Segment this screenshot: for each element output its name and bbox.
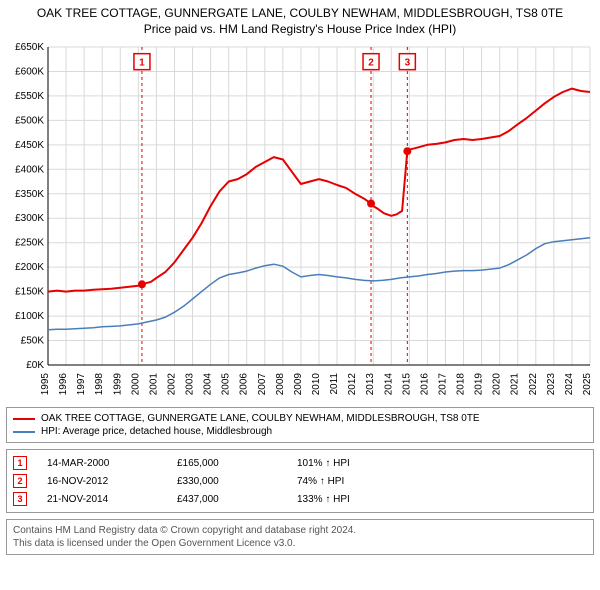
svg-text:2008: 2008 — [275, 373, 286, 396]
svg-text:2002: 2002 — [166, 373, 177, 396]
sale-badge: 1 — [13, 456, 27, 470]
svg-text:2017: 2017 — [437, 373, 448, 396]
svg-text:2010: 2010 — [311, 373, 322, 396]
svg-text:2012: 2012 — [347, 373, 358, 396]
footer-line2: This data is licensed under the Open Gov… — [13, 537, 587, 550]
svg-text:2021: 2021 — [510, 373, 521, 396]
svg-text:2005: 2005 — [221, 373, 232, 396]
svg-text:2016: 2016 — [419, 373, 430, 396]
svg-text:2019: 2019 — [474, 373, 485, 396]
svg-text:£200K: £200K — [15, 262, 44, 273]
svg-text:1997: 1997 — [76, 373, 87, 396]
svg-text:1: 1 — [139, 58, 145, 69]
svg-text:1998: 1998 — [94, 373, 105, 396]
footer-line1: Contains HM Land Registry data © Crown c… — [13, 524, 587, 537]
chart-svg: £0K £50K £100K £150K £200K £250K £300K £350K £40… — [6, 41, 594, 401]
svg-text:£400K: £400K — [15, 164, 44, 175]
sale-price: £165,000 — [177, 458, 297, 469]
title-line1: OAK TREE COTTAGE, GUNNERGATE LANE, COULB… — [6, 6, 594, 22]
sales-box: 1 14-MAR-2000£165,000101% ↑ HPI 2 16-NOV-20… — [6, 449, 594, 513]
svg-text:2003: 2003 — [185, 373, 196, 396]
svg-text:2009: 2009 — [293, 373, 304, 396]
title-line2: Price paid vs. HM Land Registry's House … — [6, 22, 594, 38]
svg-text:£150K: £150K — [15, 287, 44, 298]
svg-text:£650K: £650K — [15, 42, 44, 53]
svg-text:2014: 2014 — [383, 373, 394, 396]
svg-text:2020: 2020 — [492, 373, 503, 396]
sale-hpi: 101% ↑ HPI — [297, 458, 587, 469]
svg-text:2024: 2024 — [564, 373, 575, 396]
svg-text:£100K: £100K — [15, 311, 44, 322]
sale-price: £437,000 — [177, 494, 297, 505]
chart-area: £0K £50K £100K £150K £200K £250K £300K £350K £40… — [6, 41, 594, 401]
svg-text:£0K: £0K — [26, 360, 44, 371]
legend-box: OAK TREE COTTAGE, GUNNERGATE LANE, COULB… — [6, 407, 594, 443]
svg-text:2023: 2023 — [546, 373, 557, 396]
svg-text:1996: 1996 — [58, 373, 69, 396]
svg-text:£250K: £250K — [15, 238, 44, 249]
svg-text:3: 3 — [405, 58, 411, 69]
sale-badge: 3 — [13, 492, 27, 506]
svg-text:£300K: £300K — [15, 213, 44, 224]
svg-text:2025: 2025 — [582, 373, 593, 396]
svg-text:2013: 2013 — [365, 373, 376, 396]
svg-text:2007: 2007 — [257, 373, 268, 396]
footer-box: Contains HM Land Registry data © Crown c… — [6, 519, 594, 555]
svg-text:£500K: £500K — [15, 116, 44, 127]
svg-text:2001: 2001 — [148, 373, 159, 396]
sale-badge: 2 — [13, 474, 27, 488]
legend-row: HPI: Average price, detached house, Midd… — [13, 425, 587, 438]
sale-hpi: 133% ↑ HPI — [297, 494, 587, 505]
svg-text:1995: 1995 — [40, 373, 51, 396]
sales-row: 1 14-MAR-2000£165,000101% ↑ HPI — [13, 454, 587, 472]
legend-label: OAK TREE COTTAGE, GUNNERGATE LANE, COULB… — [41, 413, 480, 424]
legend-row: OAK TREE COTTAGE, GUNNERGATE LANE, COULB… — [13, 412, 587, 425]
svg-text:2018: 2018 — [456, 373, 467, 396]
svg-text:2: 2 — [368, 58, 374, 69]
svg-text:1999: 1999 — [112, 373, 123, 396]
sales-row: 3 21-NOV-2014£437,000133% ↑ HPI — [13, 490, 587, 508]
legend-swatch — [13, 431, 35, 433]
sale-hpi: 74% ↑ HPI — [297, 476, 587, 487]
svg-text:£600K: £600K — [15, 67, 44, 78]
legend-label: HPI: Average price, detached house, Midd… — [41, 426, 272, 437]
svg-text:£550K: £550K — [15, 91, 44, 102]
svg-text:£50K: £50K — [21, 336, 45, 347]
legend-swatch — [13, 418, 35, 420]
sale-price: £330,000 — [177, 476, 297, 487]
sale-date: 21-NOV-2014 — [47, 494, 177, 505]
svg-text:2004: 2004 — [203, 373, 214, 396]
svg-text:2000: 2000 — [130, 373, 141, 396]
sale-date: 16-NOV-2012 — [47, 476, 177, 487]
svg-text:2011: 2011 — [329, 373, 340, 395]
svg-text:2022: 2022 — [528, 373, 539, 396]
sale-date: 14-MAR-2000 — [47, 458, 177, 469]
chart-container: OAK TREE COTTAGE, GUNNERGATE LANE, COULB… — [0, 0, 600, 559]
svg-text:2006: 2006 — [239, 373, 250, 396]
svg-text:£450K: £450K — [15, 140, 44, 151]
sales-row: 2 16-NOV-2012£330,00074% ↑ HPI — [13, 472, 587, 490]
svg-text:£350K: £350K — [15, 189, 44, 200]
svg-text:2015: 2015 — [401, 373, 412, 396]
